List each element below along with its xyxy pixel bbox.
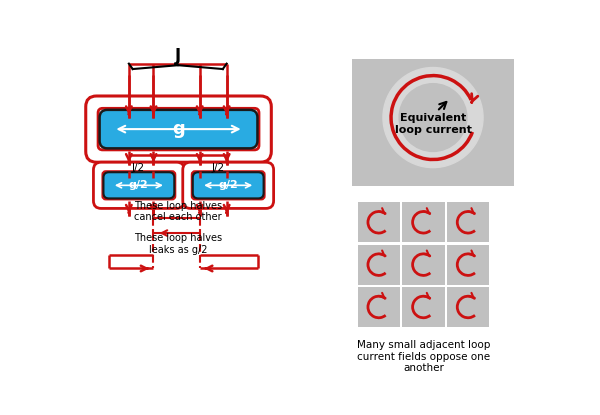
Text: J/2: J/2: [211, 164, 224, 173]
Bar: [447, 202, 489, 242]
FancyBboxPatch shape: [193, 172, 263, 198]
FancyBboxPatch shape: [86, 96, 271, 162]
FancyBboxPatch shape: [94, 162, 184, 208]
FancyBboxPatch shape: [100, 110, 257, 148]
Text: g/2: g/2: [218, 181, 238, 190]
Circle shape: [383, 68, 483, 168]
Bar: [402, 244, 445, 285]
Bar: [358, 287, 400, 327]
Text: g: g: [172, 120, 185, 138]
Bar: [358, 244, 400, 285]
FancyBboxPatch shape: [103, 171, 175, 199]
Bar: [402, 202, 445, 242]
FancyBboxPatch shape: [183, 162, 274, 208]
FancyBboxPatch shape: [98, 108, 259, 150]
Bar: [352, 59, 514, 186]
Text: These loop halves
cancel each other: These loop halves cancel each other: [134, 201, 222, 222]
Text: g/2: g/2: [129, 181, 149, 190]
Text: Many small adjacent loop
current fields oppose one
another: Many small adjacent loop current fields …: [356, 340, 490, 373]
Bar: [402, 287, 445, 327]
Text: These loop halves
leaks as g/2: These loop halves leaks as g/2: [134, 233, 222, 255]
Bar: [447, 244, 489, 285]
Bar: [358, 202, 400, 242]
FancyBboxPatch shape: [103, 172, 174, 198]
Text: J: J: [175, 47, 181, 65]
Text: Equivalent
loop current: Equivalent loop current: [395, 113, 472, 134]
Text: J/2: J/2: [131, 164, 144, 173]
Bar: [447, 287, 489, 327]
FancyBboxPatch shape: [192, 171, 265, 199]
Circle shape: [399, 84, 467, 151]
